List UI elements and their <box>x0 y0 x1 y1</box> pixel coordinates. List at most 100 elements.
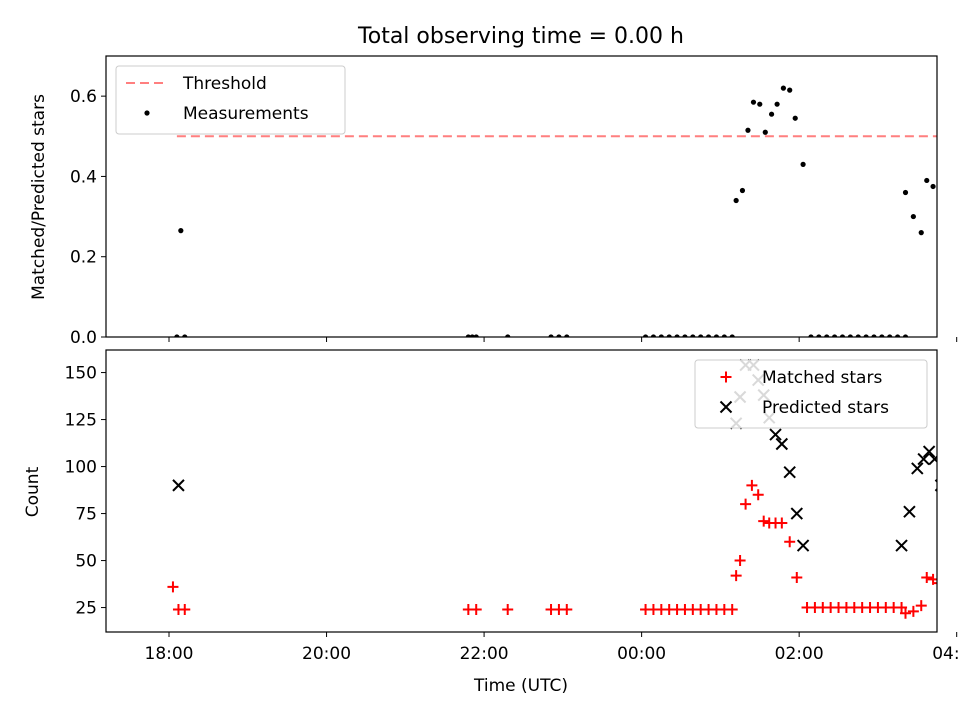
measurement-point <box>469 334 475 337</box>
measurement-point <box>182 334 188 337</box>
measurement-point <box>762 129 768 135</box>
measurement-point <box>739 187 746 194</box>
x-tick-label: 20:00 <box>302 644 351 664</box>
measurement-point <box>863 334 869 337</box>
matched-star-point <box>791 571 803 583</box>
y-tick-label: 0.0 <box>70 328 97 348</box>
predicted-star-point <box>911 462 924 475</box>
bottom-y-axis-label: Count <box>23 466 43 517</box>
predicted-star-point <box>172 479 185 492</box>
x-tick-label: 02:00 <box>775 644 824 664</box>
matched-star-point <box>746 479 758 491</box>
measurement-point <box>816 334 822 337</box>
measurement-point <box>674 334 680 337</box>
bottom-panel-counts: Count 25 50 75 100 125 150 18:00 20:00 22:00 00:0… <box>23 349 960 664</box>
measurement-point <box>705 334 712 337</box>
y-tick-label: 0.6 <box>70 87 97 107</box>
x-axis-label: Time (UTC) <box>473 676 568 696</box>
measurement-point <box>721 334 727 337</box>
matched-star-point <box>561 603 573 615</box>
predicted-star-point <box>895 539 908 552</box>
matched-star-point <box>179 603 191 615</box>
matched-star-point <box>726 603 738 615</box>
predicted-star-point <box>928 452 937 466</box>
predicted-star-point <box>775 437 789 451</box>
measurement-point <box>174 334 180 337</box>
measurement-point <box>787 87 793 93</box>
matched-star-point <box>899 607 911 619</box>
matched-star-point <box>740 498 752 510</box>
legend: Matched stars Predicted stars <box>694 359 928 429</box>
matched-star-point <box>730 570 742 582</box>
legend-matched-swatch <box>720 371 732 383</box>
y-tick-label: 0.4 <box>70 167 97 187</box>
matched-star-point <box>167 581 179 593</box>
measurement-point <box>780 85 787 91</box>
measurement-point <box>750 99 757 105</box>
legend: Threshold Measurements <box>115 65 346 135</box>
measurement-point <box>548 334 554 337</box>
measurement-point <box>178 228 184 234</box>
y-tick-label: 75 <box>75 505 97 525</box>
measurement-point <box>832 334 838 337</box>
predicted-star-point <box>903 505 916 518</box>
measurement-point <box>924 177 930 184</box>
axes-frame <box>105 55 938 338</box>
measurement-point <box>808 334 814 337</box>
measurement-point <box>855 334 861 337</box>
measurement-point <box>564 334 570 337</box>
predicted-star-point <box>917 452 930 466</box>
legend-box <box>115 65 346 135</box>
x-tick-label: 18:00 <box>145 644 194 664</box>
measurement-point <box>729 334 735 337</box>
matched-star-point <box>776 517 788 529</box>
axes-frame <box>105 349 938 633</box>
measurement-point <box>642 334 649 337</box>
measurement-point <box>774 101 780 107</box>
measurement-point <box>658 334 664 337</box>
y-tick-label: 125 <box>65 411 97 431</box>
measurement-point <box>895 334 901 337</box>
measurement-point <box>879 334 885 337</box>
top-y-axis-label: Matched/Predicted stars <box>29 94 49 300</box>
matched-star-point <box>502 603 514 615</box>
predicted-star-point <box>796 539 810 552</box>
measurement-point <box>465 334 471 337</box>
matched-star-point <box>734 555 746 567</box>
predicted-star-point <box>790 507 804 520</box>
predicted-star-point <box>769 428 782 441</box>
measurement-point <box>902 189 909 196</box>
legend-label: Predicted stars <box>762 398 889 418</box>
measurement-point <box>839 334 846 337</box>
matched-star-point <box>896 602 908 614</box>
matched-star-point <box>758 515 770 527</box>
measurement-point <box>682 334 688 337</box>
panel-data-layer <box>167 358 937 619</box>
measurement-point <box>847 334 853 337</box>
measurement-point <box>910 213 916 220</box>
legend-label: Measurements <box>183 104 309 124</box>
measurement-point <box>690 334 696 337</box>
measurement-point <box>902 334 909 337</box>
y-tick-label: 150 <box>65 364 97 384</box>
measurement-point <box>792 115 798 121</box>
matched-star-point <box>470 603 482 615</box>
legend-label: Threshold <box>182 74 267 94</box>
measurement-point <box>757 101 763 107</box>
panel-data-layer <box>174 85 937 337</box>
measurement-point <box>713 334 720 337</box>
top-panel-ratio: Matched/Predicted stars 0.0 0.2 0.4 0.6 Thre… <box>29 55 958 348</box>
predicted-star-point <box>922 445 936 458</box>
measurement-point <box>871 334 877 337</box>
matched-star-point <box>933 582 937 585</box>
measurement-point <box>556 334 562 337</box>
predicted-star-point <box>783 465 796 479</box>
measurement-point <box>698 334 704 337</box>
measurement-point <box>666 334 672 337</box>
x-tick-label: 04:00 <box>932 644 960 664</box>
measurement-point <box>800 161 806 167</box>
measurement-point <box>473 334 479 337</box>
measurement-point <box>887 334 893 337</box>
measurement-point <box>745 127 751 133</box>
